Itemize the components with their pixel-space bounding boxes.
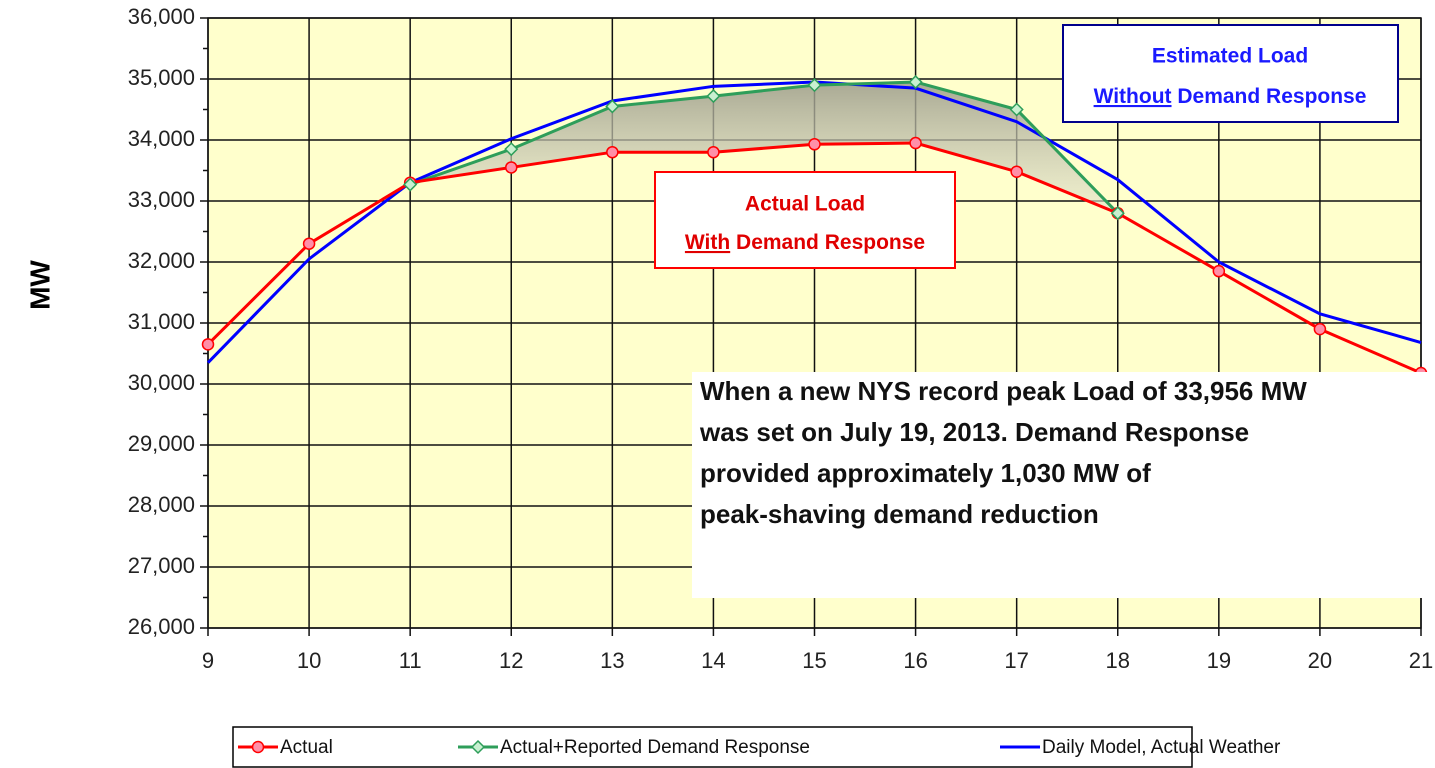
legend-label: Actual	[280, 737, 333, 758]
x-tick-label: 15	[802, 648, 826, 673]
annotation-rest: Demand Response	[1172, 85, 1367, 108]
point-marker	[706, 89, 721, 104]
point-marker	[505, 161, 518, 174]
point-marker	[1313, 322, 1327, 336]
point-marker	[808, 138, 821, 151]
point-marker	[251, 740, 265, 754]
note-text: was set on July 19, 2013. Demand Respons…	[699, 417, 1249, 447]
plot-border	[207, 17, 1422, 629]
point-marker	[1010, 165, 1023, 178]
point-marker	[201, 338, 215, 351]
series-line	[409, 80, 1119, 215]
x-tick-label: 18	[1106, 648, 1130, 673]
y-axis-label: MW	[24, 260, 55, 310]
annotation-box	[654, 171, 956, 269]
x-tick-label: 20	[1308, 648, 1332, 673]
note-box	[692, 372, 1435, 598]
point-marker	[908, 74, 923, 90]
y-tick-label: 32,000	[128, 248, 195, 273]
note-text: provided approximately 1,030 MW of	[700, 458, 1151, 488]
annotation-text: With Demand Response	[685, 231, 925, 254]
point-marker	[1009, 102, 1024, 117]
x-tick-label: 16	[903, 648, 927, 673]
note-text: When a new NYS record peak Load of 33,95…	[700, 376, 1307, 406]
point-marker	[504, 142, 519, 157]
y-tick-label: 28,000	[128, 492, 195, 517]
point-marker	[606, 145, 619, 159]
x-tick-label: 11	[399, 648, 422, 673]
x-tick-label: 12	[499, 648, 523, 673]
point-marker	[403, 177, 418, 192]
x-tick-label: 10	[297, 648, 321, 673]
point-marker	[470, 739, 486, 755]
annotation-text: Estimated Load	[1152, 45, 1308, 68]
legend-label: Daily Model, Actual Weather	[1042, 737, 1281, 758]
x-tick-label: 21	[1409, 648, 1433, 673]
y-tick-label: 29,000	[128, 431, 195, 456]
note-text: peak-shaving demand reduction	[700, 499, 1099, 529]
point-marker	[605, 99, 620, 114]
point-marker	[302, 237, 316, 250]
x-tick-label: 19	[1207, 648, 1231, 673]
annotation-underlined: With	[685, 231, 730, 254]
x-tick-label: 14	[701, 648, 725, 673]
annotation-text: Without Demand Response	[1094, 85, 1367, 108]
point-marker	[1110, 206, 1125, 221]
y-tick-label: 30,000	[128, 370, 195, 395]
annotation-rest: Demand Response	[730, 231, 925, 254]
y-tick-label: 26,000	[128, 614, 195, 639]
x-tick-label: 9	[202, 648, 214, 673]
y-tick-label: 27,000	[128, 553, 195, 578]
legend-label: Actual+Reported Demand Response	[500, 737, 810, 758]
point-marker	[807, 78, 822, 93]
x-tick-label: 17	[1004, 648, 1028, 673]
x-tick-label: 13	[600, 648, 624, 673]
annotation-text: Actual Load	[745, 193, 865, 216]
point-marker	[1212, 264, 1226, 278]
y-tick-label: 36,000	[128, 4, 195, 29]
y-tick-label: 34,000	[128, 126, 195, 151]
annotation-box	[1062, 24, 1399, 123]
point-marker	[707, 145, 720, 159]
point-marker	[909, 136, 922, 150]
y-tick-label: 35,000	[128, 65, 195, 90]
annotation-underlined: Without	[1094, 85, 1172, 108]
y-tick-label: 33,000	[128, 187, 195, 212]
y-tick-label: 31,000	[128, 309, 195, 334]
